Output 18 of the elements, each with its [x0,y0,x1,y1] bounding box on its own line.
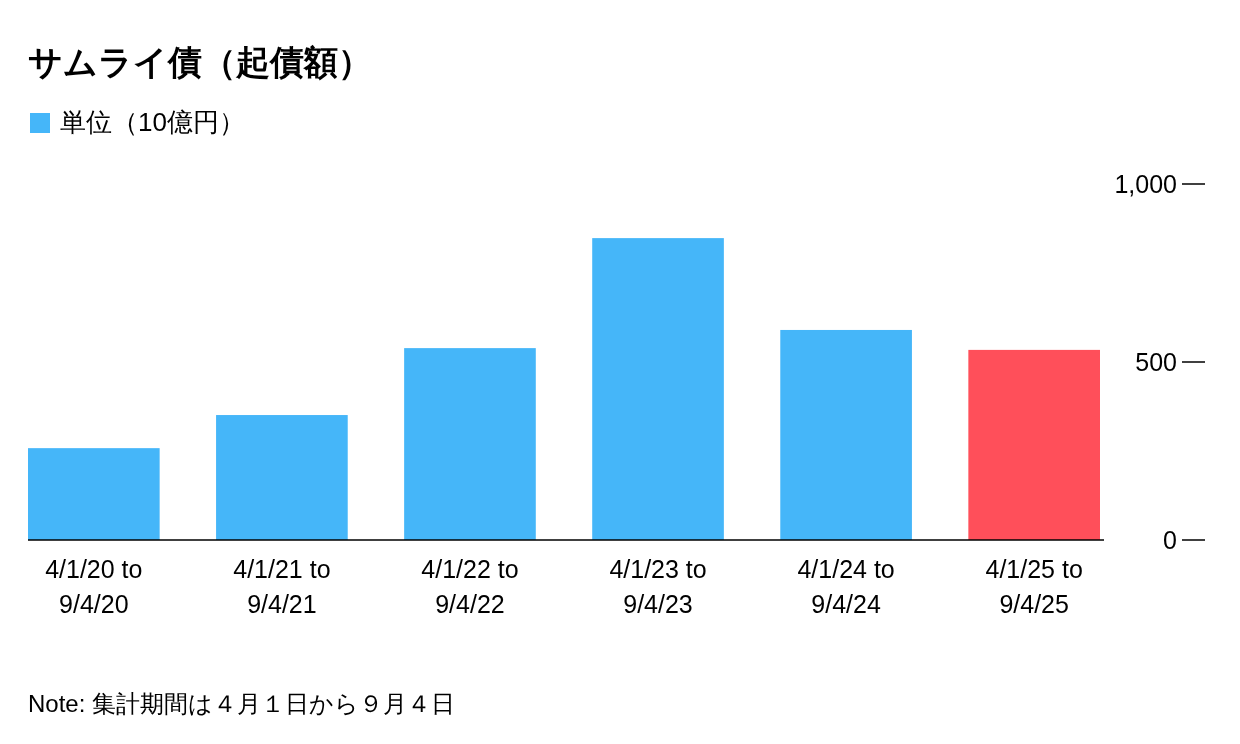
bar [780,329,912,540]
bar [968,349,1100,540]
bar [592,238,724,540]
text: Note: 集計期間は４月１日から９月４日 [28,690,456,717]
y-tick-label: 1,000 [1114,170,1177,198]
y-tick-label: 500 [1135,348,1177,376]
legend-label: 単位（10億円） [60,107,245,137]
x-tick-label: 4/1/20 to 9/4/20 [45,555,143,618]
bar [216,415,348,540]
x-tick-label: 4/1/22 to 9/4/22 [421,555,519,618]
bar [404,348,536,540]
x-tick-label: 4/1/23 to 9/4/23 [609,555,707,618]
x-tick-label: 4/1/21 to 9/4/21 [233,555,331,618]
x-tick-label: 4/1/24 to 9/4/24 [797,555,895,618]
y-tick-label: 0 [1163,526,1177,554]
bar [28,448,160,540]
x-tick-label: 4/1/25 to 9/4/25 [985,555,1083,618]
chart-title: サムライ債（起債額） [28,43,372,81]
